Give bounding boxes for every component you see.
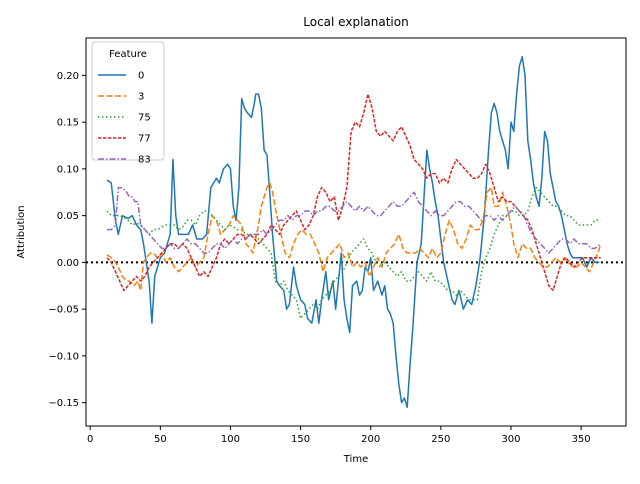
y-tick-label: 0.05 (57, 211, 79, 222)
series-line-3 (106, 182, 602, 292)
legend-label-75: 75 (138, 113, 151, 124)
y-tick-label: −0.05 (48, 305, 79, 316)
y-tick-label: 0.20 (57, 71, 79, 82)
legend-label-3: 3 (138, 92, 144, 103)
plot-area (86, 55, 626, 409)
x-tick-label: 100 (221, 434, 240, 445)
series-line-0 (106, 55, 600, 409)
legend-label-83: 83 (138, 155, 151, 166)
y-tick-label: 0.15 (57, 118, 79, 129)
y-tick-label: −0.10 (48, 351, 79, 362)
y-axis-label: Attribution (16, 205, 27, 258)
chart-title: Local explanation (303, 15, 408, 29)
x-tick-label: 250 (431, 434, 450, 445)
y-tick-label: 0.10 (57, 164, 79, 175)
ticks-layer: 0 50 100 150 200 250 300 350 −0.15 −0.10 −0.05 0.00… (48, 71, 590, 445)
x-tick-label: 200 (361, 434, 380, 445)
x-tick-label: 50 (154, 434, 167, 445)
legend-label-77: 77 (138, 134, 151, 145)
legend-entries: 0 3 75 77 83 (98, 71, 151, 166)
x-tick-label: 0 (87, 434, 93, 445)
legend: Feature 0 3 75 77 83 (91, 41, 165, 166)
y-tick-label: −0.15 (48, 398, 79, 409)
legend-label-0: 0 (138, 71, 144, 82)
x-tick-label: 150 (291, 434, 310, 445)
y-tick-label: 0.00 (57, 258, 79, 269)
legend-title: Feature (109, 49, 147, 60)
axes-frame (85, 37, 627, 427)
legend-box (91, 41, 165, 161)
x-tick-label: 300 (501, 434, 520, 445)
series-line-83 (107, 186, 602, 254)
x-axis-label: Time (343, 454, 368, 465)
series-layer (86, 55, 626, 409)
x-tick-label: 350 (572, 434, 591, 445)
series-line-75 (106, 186, 601, 320)
